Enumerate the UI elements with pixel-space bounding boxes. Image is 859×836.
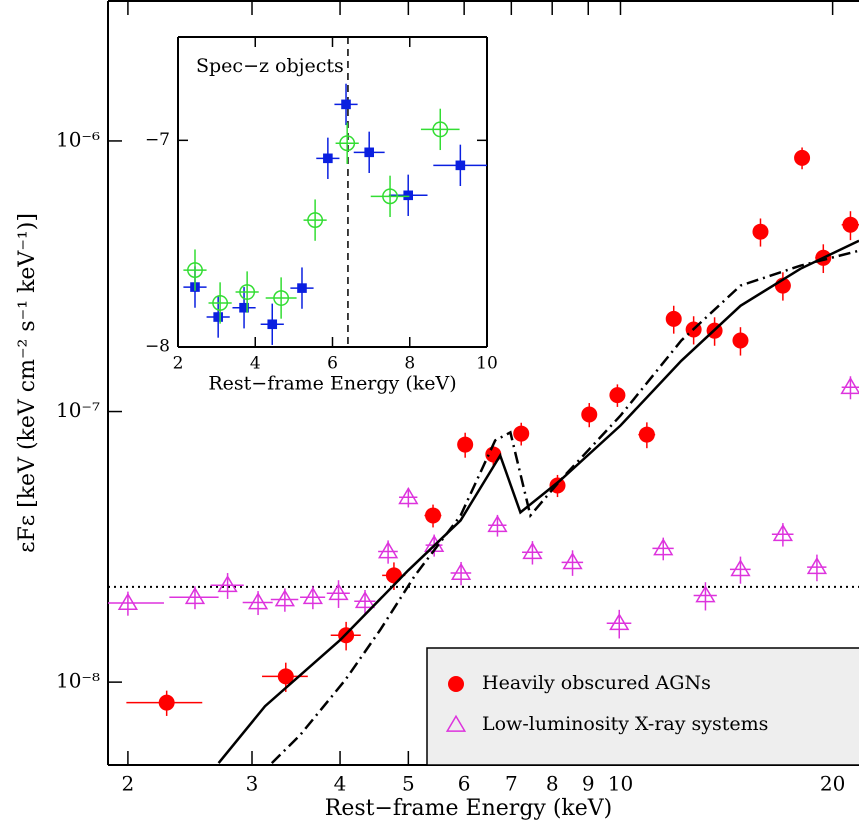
marker — [842, 216, 859, 233]
y-tick-label: 10⁻⁷ — [56, 398, 100, 422]
x-tick-label: 9 — [582, 772, 595, 796]
marker — [653, 538, 674, 556]
marker — [184, 586, 206, 605]
marker — [806, 556, 828, 575]
marker — [364, 147, 374, 158]
marker — [581, 406, 598, 423]
marker — [328, 582, 349, 601]
marker — [277, 668, 294, 685]
legend-label: Heavily obscured AGNs — [482, 672, 711, 694]
marker — [239, 284, 256, 300]
x-tick-label: 4 — [250, 354, 261, 374]
x-tick-label: 6 — [327, 354, 338, 374]
marker — [695, 585, 716, 603]
marker — [772, 523, 793, 542]
x-tick-label: 8 — [404, 354, 415, 374]
marker — [323, 153, 333, 164]
marker — [377, 541, 399, 559]
legend-box — [426, 647, 859, 766]
y-tick-label: −7 — [145, 130, 170, 150]
marker — [450, 562, 472, 580]
marker — [448, 676, 464, 692]
plot-background — [178, 37, 487, 347]
marker — [432, 121, 449, 138]
x-tick-label: 7 — [505, 772, 518, 796]
marker — [213, 312, 223, 322]
x-tick-label: 8 — [546, 772, 559, 796]
marker — [354, 590, 376, 609]
marker — [212, 295, 229, 311]
marker — [239, 302, 249, 313]
marker — [425, 507, 442, 524]
plot: 2 4 6 8 10 −8 −7 Rest−frame Energy (keV) Spec−z … — [145, 36, 498, 394]
data-layer — [183, 83, 487, 345]
marker — [840, 376, 859, 395]
marker — [455, 160, 466, 171]
marker — [341, 99, 351, 110]
marker — [638, 426, 655, 443]
x-tick-label: 20 — [820, 772, 845, 796]
x-tick-label: 10 — [476, 354, 498, 374]
x-axis-label: Rest−frame Energy (keV) — [208, 372, 456, 394]
inset-title: Spec−z objects — [196, 55, 344, 77]
marker — [513, 425, 530, 442]
marker — [339, 135, 356, 152]
marker — [732, 332, 749, 349]
marker — [457, 436, 474, 453]
marker — [403, 190, 414, 201]
marker — [752, 223, 769, 240]
marker — [522, 541, 543, 560]
marker — [158, 694, 175, 711]
marker — [398, 487, 419, 505]
data-layer — [108, 147, 859, 764]
x-tick-label: 4 — [334, 772, 347, 796]
marker — [445, 714, 467, 732]
y-tick-label: 10⁻⁶ — [56, 127, 100, 151]
marker — [609, 387, 626, 404]
marker — [297, 283, 307, 293]
marker — [307, 212, 324, 229]
y-tick-label: 10⁻⁸ — [56, 669, 100, 693]
marker — [302, 586, 323, 605]
y-tick-label: −8 — [145, 337, 170, 357]
marker — [487, 514, 508, 533]
marker — [187, 262, 203, 279]
model-line — [270, 249, 859, 764]
legend-label: Low-luminosity X-ray systems — [482, 713, 768, 735]
model-line — [217, 239, 859, 764]
marker — [609, 612, 630, 631]
x-tick-label: 2 — [173, 354, 184, 374]
x-tick-label: 6 — [458, 772, 471, 796]
marker — [273, 290, 290, 306]
x-tick-label: 10 — [608, 772, 633, 796]
marker — [730, 559, 751, 577]
x-tick-label: 5 — [402, 772, 415, 796]
x-axis-label: Rest−frame Energy (keV) — [325, 796, 612, 821]
marker — [274, 589, 295, 607]
marker — [117, 592, 139, 610]
marker — [794, 149, 811, 166]
legend: Heavily obscured AGNs Low-luminosity X-ra… — [426, 647, 859, 766]
marker — [217, 574, 238, 593]
marker — [665, 310, 682, 327]
x-tick-label: 3 — [246, 772, 259, 796]
y-axis-label: εFε [keV (keV cm⁻² s⁻¹ keV⁻¹)] — [15, 213, 40, 553]
marker — [267, 319, 278, 330]
x-tick-label: 2 — [122, 772, 135, 796]
marker — [382, 188, 399, 205]
marker — [247, 592, 269, 610]
marker — [562, 552, 583, 570]
